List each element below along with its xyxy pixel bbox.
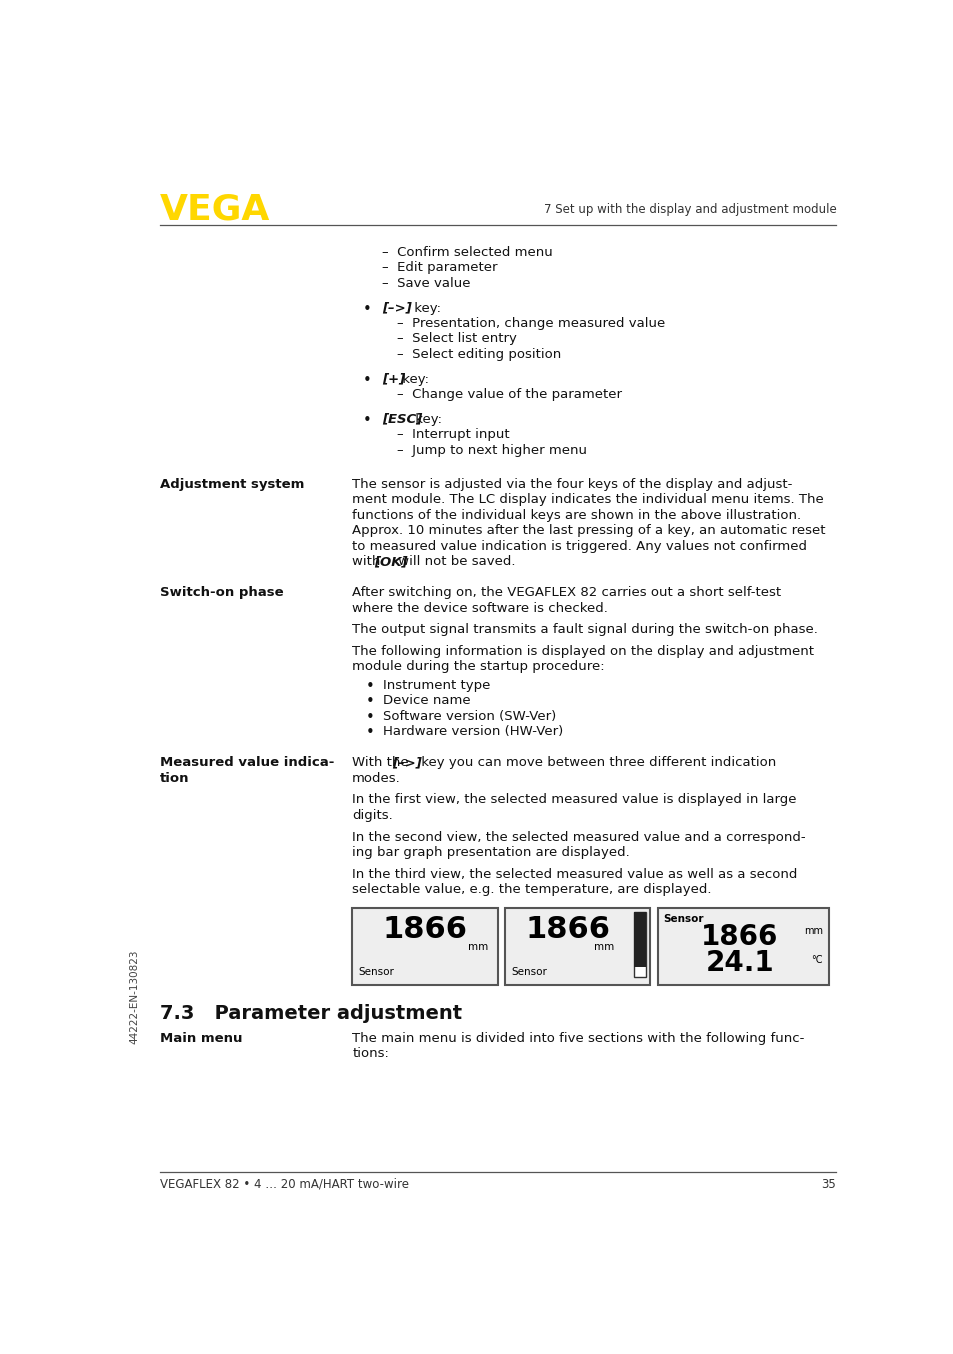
Text: selectable value, e.g. the temperature, are displayed.: selectable value, e.g. the temperature, …: [352, 883, 711, 896]
Text: –  Select editing position: – Select editing position: [396, 348, 560, 362]
Text: with: with: [352, 555, 384, 569]
Text: The output signal transmits a fault signal during the switch-on phase.: The output signal transmits a fault sign…: [352, 623, 817, 636]
Text: functions of the individual keys are shown in the above illustration.: functions of the individual keys are sho…: [352, 509, 801, 521]
Text: VEGA: VEGA: [160, 192, 270, 226]
Text: to measured value indication is triggered. Any values not confirmed: to measured value indication is triggere…: [352, 540, 806, 552]
Text: [–>]: [–>]: [392, 757, 421, 769]
Bar: [634, 913, 645, 976]
Bar: [352, 909, 497, 986]
Text: In the second view, the selected measured value and a correspond-: In the second view, the selected measure…: [352, 830, 805, 844]
Text: Sensor: Sensor: [511, 967, 546, 976]
Text: Hardware version (HW-Ver): Hardware version (HW-Ver): [383, 726, 563, 738]
Text: Adjustment system: Adjustment system: [160, 478, 304, 492]
Text: VEGAFLEX 82 • 4 … 20 mA/HART two-wire: VEGAFLEX 82 • 4 … 20 mA/HART two-wire: [160, 1178, 409, 1190]
Text: –  Edit parameter: – Edit parameter: [381, 261, 497, 275]
Text: mm: mm: [803, 926, 822, 936]
Text: 1866: 1866: [382, 915, 467, 944]
Text: 1866: 1866: [524, 915, 609, 944]
Text: mm: mm: [468, 941, 488, 952]
Bar: [658, 909, 828, 986]
Text: •: •: [363, 302, 372, 317]
Text: modes.: modes.: [352, 772, 400, 785]
Text: –  Jump to next higher menu: – Jump to next higher menu: [396, 444, 586, 456]
Bar: [504, 909, 650, 986]
Text: [ESC]: [ESC]: [381, 413, 421, 427]
Text: ing bar graph presentation are displayed.: ing bar graph presentation are displayed…: [352, 846, 629, 858]
Text: •: •: [365, 726, 374, 741]
Text: °C: °C: [811, 956, 822, 965]
Text: key:: key:: [411, 413, 442, 427]
Bar: [634, 913, 645, 967]
Text: •: •: [365, 709, 374, 724]
Text: 35: 35: [821, 1178, 836, 1190]
Text: –  Interrupt input: – Interrupt input: [396, 428, 509, 441]
Text: Software version (SW-Ver): Software version (SW-Ver): [383, 709, 556, 723]
Text: With the: With the: [352, 757, 413, 769]
Text: Sensor: Sensor: [663, 914, 703, 925]
Text: Approx. 10 minutes after the last pressing of a key, an automatic reset: Approx. 10 minutes after the last pressi…: [352, 524, 824, 538]
Text: key:: key:: [410, 302, 440, 314]
Text: The main menu is divided into five sections with the following func-: The main menu is divided into five secti…: [352, 1032, 803, 1045]
Text: 7 Set up with the display and adjustment module: 7 Set up with the display and adjustment…: [543, 203, 836, 215]
Text: Sensor: Sensor: [357, 967, 394, 976]
Text: –  Change value of the parameter: – Change value of the parameter: [396, 389, 620, 401]
Text: –  Confirm selected menu: – Confirm selected menu: [381, 246, 552, 259]
Text: tions:: tions:: [352, 1047, 389, 1060]
Text: •: •: [363, 372, 372, 387]
Text: mm: mm: [594, 941, 614, 952]
Text: The sensor is adjusted via the four keys of the display and adjust-: The sensor is adjusted via the four keys…: [352, 478, 792, 492]
Text: where the device software is checked.: where the device software is checked.: [352, 601, 607, 615]
Text: –  Presentation, change measured value: – Presentation, change measured value: [396, 317, 664, 330]
Text: The following information is displayed on the display and adjustment: The following information is displayed o…: [352, 645, 813, 658]
Text: [OK]: [OK]: [374, 555, 407, 569]
Text: 24.1: 24.1: [705, 949, 774, 978]
Text: 44222-EN-130823: 44222-EN-130823: [129, 949, 139, 1044]
Text: After switching on, the VEGAFLEX 82 carries out a short self-test: After switching on, the VEGAFLEX 82 carr…: [352, 586, 781, 600]
Text: In the first view, the selected measured value is displayed in large: In the first view, the selected measured…: [352, 793, 796, 807]
Text: Switch-on phase: Switch-on phase: [160, 586, 283, 600]
Text: •: •: [365, 678, 374, 695]
Text: Measured value indica-: Measured value indica-: [160, 757, 334, 769]
Text: tion: tion: [160, 772, 190, 785]
Text: Instrument type: Instrument type: [383, 678, 490, 692]
Text: module during the startup procedure:: module during the startup procedure:: [352, 661, 604, 673]
Text: Device name: Device name: [383, 695, 471, 707]
Text: •: •: [363, 413, 372, 428]
Text: •: •: [365, 695, 374, 709]
Text: –  Select list entry: – Select list entry: [396, 333, 516, 345]
Text: Main menu: Main menu: [160, 1032, 242, 1045]
Text: key you can move between three different indication: key you can move between three different…: [416, 757, 776, 769]
Text: will not be saved.: will not be saved.: [394, 555, 515, 569]
Text: [–>]: [–>]: [381, 302, 411, 314]
Text: key:: key:: [397, 372, 429, 386]
Text: ment module. The LC display indicates the individual menu items. The: ment module. The LC display indicates th…: [352, 493, 823, 506]
Text: In the third view, the selected measured value as well as a second: In the third view, the selected measured…: [352, 868, 797, 880]
Text: digits.: digits.: [352, 808, 393, 822]
Text: [+]: [+]: [381, 372, 404, 386]
Text: 1866: 1866: [700, 923, 778, 952]
Text: 7.3   Parameter adjustment: 7.3 Parameter adjustment: [160, 1003, 461, 1022]
Text: –  Save value: – Save value: [381, 276, 470, 290]
